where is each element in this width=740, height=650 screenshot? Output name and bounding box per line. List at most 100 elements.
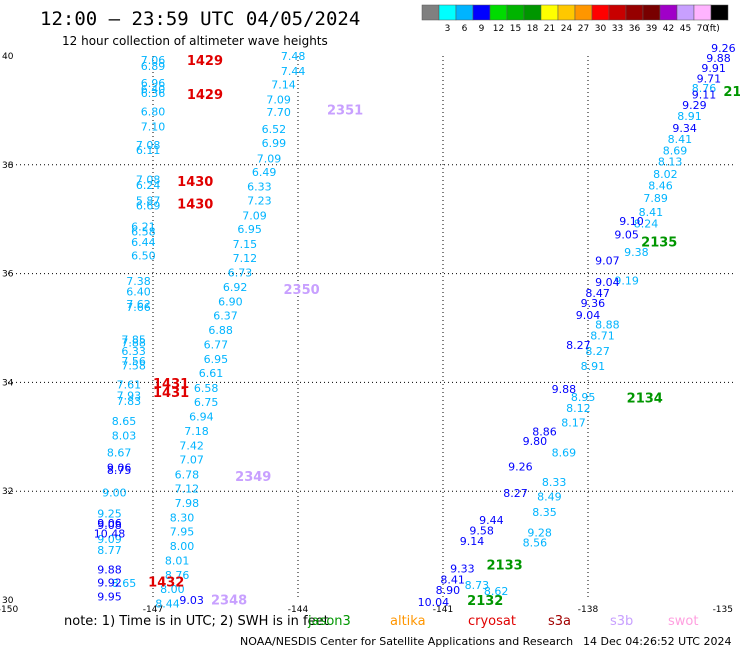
legend-label: 6 xyxy=(462,24,468,34)
wave-height-label: 8.62 xyxy=(484,585,509,598)
wave-height-label: 6.33 xyxy=(247,181,272,194)
legend-swatch xyxy=(455,4,474,21)
legend-swatch xyxy=(608,4,627,21)
wave-height-label: 8.27 xyxy=(503,487,528,500)
legend-swatch xyxy=(438,4,457,21)
wave-height-label: 7.93 xyxy=(117,389,142,402)
wave-height-label: 8.02 xyxy=(653,168,678,181)
wave-height-label: 6.94 xyxy=(189,411,214,424)
wave-height-label: 7.07 xyxy=(179,454,204,467)
legend-label: 42 xyxy=(663,24,674,34)
legend-label: 70 xyxy=(697,24,709,34)
wave-height-label: 8.01 xyxy=(165,554,190,567)
wave-height-label: 9.06 xyxy=(107,461,132,474)
legend-label: 39 xyxy=(646,24,658,34)
wave-height-label: 9.28 xyxy=(527,527,552,540)
legend-label: 33 xyxy=(612,24,623,34)
footer-timestamp: 14 Dec 04:26:52 UTC 2024 xyxy=(583,635,731,648)
legend-label: 30 xyxy=(595,24,607,34)
wave-height-label: 8.47 xyxy=(585,287,610,300)
wave-height-label: 9.71 xyxy=(697,72,722,85)
wave-height-label: 8.69 xyxy=(663,145,688,158)
wave-height-label: 7.88 xyxy=(121,337,146,350)
pass-number-label: 2134 xyxy=(627,392,663,407)
legend-swatch xyxy=(540,4,559,21)
legend-swatch xyxy=(472,4,491,21)
wave-height-label: 7.70 xyxy=(266,106,291,119)
wave-height-label: 7.23 xyxy=(247,195,272,208)
wave-height-label: 7.83 xyxy=(117,395,142,408)
wave-height-label: 9.06 xyxy=(97,517,122,530)
plot-grid xyxy=(8,56,733,600)
pass-number-label: 1431 xyxy=(153,386,189,401)
wave-height-label: 7.98 xyxy=(175,497,200,510)
color-legend: 3 6 9 12 15 18 21 24 27 30 33 36 39 42 45 70(ft) xyxy=(421,4,729,34)
wave-height-label: 8.46 xyxy=(648,179,673,192)
pass-number-label: 1432 xyxy=(148,576,184,591)
wave-height-label: 7.62 xyxy=(126,298,151,311)
wave-height-label: 7.44 xyxy=(281,65,306,78)
legend-swatch xyxy=(421,4,440,21)
wave-height-label: 7.12 xyxy=(175,482,200,495)
wave-height-label: 9.11 xyxy=(692,89,717,102)
wave-height-label: 8.17 xyxy=(561,417,586,430)
pass-number-label: 2351 xyxy=(327,103,363,118)
wave-height-label: 8.30 xyxy=(170,511,195,524)
wave-height-label: 9.88 xyxy=(706,52,731,65)
wave-height-label: 8.73 xyxy=(465,579,490,592)
wave-height-label: 7.12 xyxy=(233,252,258,265)
wave-height-label: 6.90 xyxy=(218,295,243,308)
wave-height-label: 8.95 xyxy=(571,391,596,404)
legend-swatch xyxy=(659,4,678,21)
wave-height-label: 6.37 xyxy=(213,309,238,322)
wave-height-label: 6.21 xyxy=(131,220,156,233)
wave-height-label: 9.19 xyxy=(614,275,639,288)
wave-height-label: 8.41 xyxy=(440,573,465,586)
wave-height-label: 8.76 xyxy=(692,82,717,95)
wave-height-label: 9.04 xyxy=(576,309,601,322)
wave-height-label: 9.58 xyxy=(469,524,494,537)
wave-height-label: 6.80 xyxy=(141,105,166,118)
legend-unit: (ft) xyxy=(706,24,720,34)
wave-height-label: 6.33 xyxy=(121,345,146,358)
wave-height-label: 9.10 xyxy=(619,215,644,228)
wave-height-label: 7.18 xyxy=(184,425,209,438)
satellite-name: altika xyxy=(390,614,426,629)
axis-ticks: -150 -147 -144 -141 -138 -135 30 32 34 36 38 40 xyxy=(0,52,733,615)
y-tick-label: 30 xyxy=(2,596,14,606)
wave-height-label: 7.66 xyxy=(126,301,151,314)
wave-height-label: 8.24 xyxy=(634,218,659,231)
wave-height-label: 8.41 xyxy=(668,133,693,146)
wave-height-label: 7.08 xyxy=(136,173,161,186)
legend-label: 18 xyxy=(527,24,539,34)
pass-number-label: 2348 xyxy=(211,593,247,608)
wave-height-label: 8.69 xyxy=(552,447,577,460)
wave-height-label: 7.14 xyxy=(271,78,296,91)
wave-height-label: 8.71 xyxy=(590,330,615,343)
wave-height-label: 8.56 xyxy=(523,536,548,549)
wave-height-label: 6.44 xyxy=(131,236,156,249)
wave-height-label: 8.77 xyxy=(97,544,122,557)
wave-height-label: 8.65 xyxy=(112,577,137,590)
wave-height-label: 8.00 xyxy=(170,540,195,553)
wave-height-label: 5.87 xyxy=(136,195,161,208)
pass-number-label: 1429 xyxy=(187,88,223,103)
wave-height-label: 6.95 xyxy=(237,223,262,236)
wave-height-label: 7.58 xyxy=(121,360,146,373)
wave-height-label: 8.12 xyxy=(566,402,591,415)
wave-height-label: 8.91 xyxy=(677,110,702,123)
wave-height-label: 9.26 xyxy=(711,42,736,55)
wave-height-label: 6.75 xyxy=(194,396,219,409)
wave-height-label: 8.88 xyxy=(595,319,620,332)
wave-height-label: 7.85 xyxy=(121,333,146,346)
wave-height-label: 8.41 xyxy=(639,206,664,219)
wave-height-label: 6.89 xyxy=(141,60,166,73)
y-tick-label: 38 xyxy=(2,161,14,171)
wave-height-label: 7.08 xyxy=(136,139,161,152)
wave-height-label: 9.04 xyxy=(595,276,620,289)
wave-height-label: 6.99 xyxy=(262,137,287,150)
legend-label: 45 xyxy=(680,24,691,34)
wave-height-label: 7.15 xyxy=(233,238,258,251)
